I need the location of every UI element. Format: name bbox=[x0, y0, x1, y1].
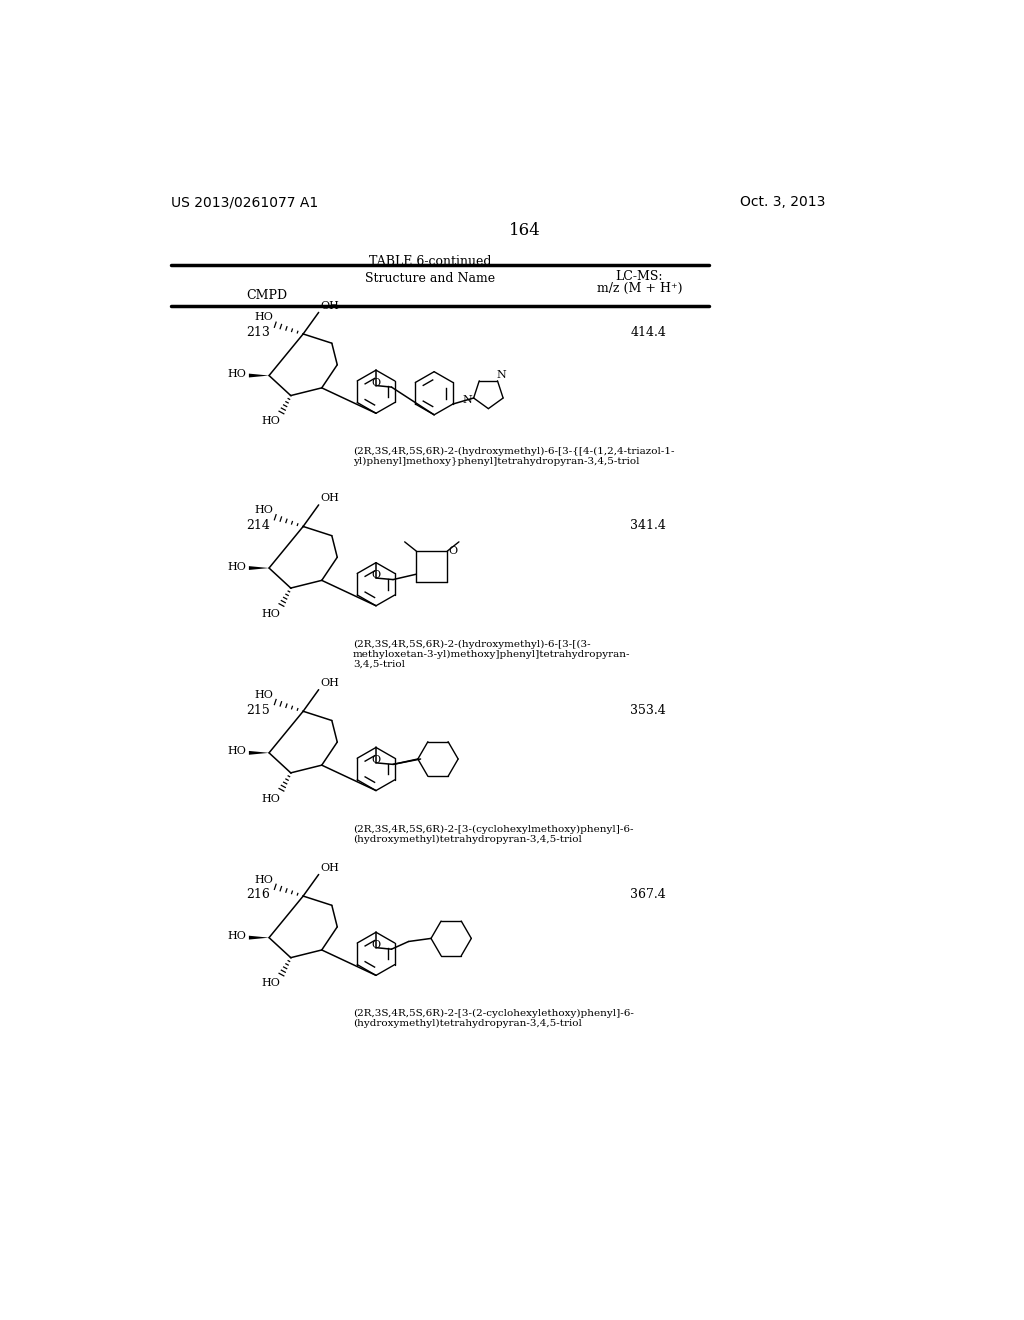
Text: 214: 214 bbox=[246, 519, 269, 532]
Polygon shape bbox=[249, 374, 269, 378]
Text: 213: 213 bbox=[246, 326, 269, 339]
Text: HO: HO bbox=[255, 690, 273, 700]
Text: HO: HO bbox=[255, 875, 273, 884]
Text: HO: HO bbox=[261, 609, 280, 619]
Text: m/z (M + H⁺): m/z (M + H⁺) bbox=[597, 281, 682, 294]
Text: (2R,3S,4R,5S,6R)-2-[3-(cyclohexylmethoxy)phenyl]-6-: (2R,3S,4R,5S,6R)-2-[3-(cyclohexylmethoxy… bbox=[352, 825, 633, 833]
Text: TABLE 6-continued: TABLE 6-continued bbox=[369, 255, 492, 268]
Text: (hydroxymethyl)tetrahydropyran-3,4,5-triol: (hydroxymethyl)tetrahydropyran-3,4,5-tri… bbox=[352, 1019, 582, 1028]
Text: Oct. 3, 2013: Oct. 3, 2013 bbox=[740, 195, 825, 210]
Text: 164: 164 bbox=[509, 222, 541, 239]
Text: (2R,3S,4R,5S,6R)-2-(hydroxymethyl)-6-[3-{[4-(1,2,4-triazol-1-: (2R,3S,4R,5S,6R)-2-(hydroxymethyl)-6-[3-… bbox=[352, 447, 674, 457]
Text: O: O bbox=[372, 940, 381, 950]
Text: HO: HO bbox=[227, 370, 247, 379]
Text: HO: HO bbox=[227, 931, 247, 941]
Text: 216: 216 bbox=[246, 888, 269, 902]
Text: 367.4: 367.4 bbox=[630, 888, 666, 902]
Text: Structure and Name: Structure and Name bbox=[366, 272, 496, 285]
Polygon shape bbox=[249, 936, 269, 940]
Text: (hydroxymethyl)tetrahydropyran-3,4,5-triol: (hydroxymethyl)tetrahydropyran-3,4,5-tri… bbox=[352, 834, 582, 843]
Text: HO: HO bbox=[261, 416, 280, 426]
Text: (2R,3S,4R,5S,6R)-2-(hydroxymethyl)-6-[3-[(3-: (2R,3S,4R,5S,6R)-2-(hydroxymethyl)-6-[3-… bbox=[352, 640, 591, 648]
Text: HO: HO bbox=[261, 793, 280, 804]
Text: N: N bbox=[462, 395, 472, 405]
Text: OH: OH bbox=[321, 678, 339, 688]
Text: O: O bbox=[372, 570, 381, 581]
Text: methyloxetan-3-yl)methoxy]phenyl]tetrahydropyran-: methyloxetan-3-yl)methoxy]phenyl]tetrahy… bbox=[352, 649, 630, 659]
Text: N: N bbox=[497, 370, 507, 380]
Text: HO: HO bbox=[227, 746, 247, 756]
Text: HO: HO bbox=[255, 313, 273, 322]
Text: O: O bbox=[372, 755, 381, 766]
Text: O: O bbox=[372, 378, 381, 388]
Text: (2R,3S,4R,5S,6R)-2-[3-(2-cyclohexylethoxy)phenyl]-6-: (2R,3S,4R,5S,6R)-2-[3-(2-cyclohexylethox… bbox=[352, 1010, 634, 1018]
Text: 353.4: 353.4 bbox=[630, 704, 666, 717]
Text: CMPD: CMPD bbox=[246, 289, 287, 301]
Text: US 2013/0261077 A1: US 2013/0261077 A1 bbox=[171, 195, 317, 210]
Text: OH: OH bbox=[321, 863, 339, 873]
Text: HO: HO bbox=[227, 561, 247, 572]
Text: 341.4: 341.4 bbox=[630, 519, 666, 532]
Text: 414.4: 414.4 bbox=[630, 326, 666, 339]
Text: HO: HO bbox=[255, 506, 273, 515]
Text: OH: OH bbox=[321, 301, 339, 312]
Text: 215: 215 bbox=[246, 704, 269, 717]
Text: O: O bbox=[449, 546, 458, 556]
Polygon shape bbox=[249, 751, 269, 755]
Text: LC-MS:: LC-MS: bbox=[615, 271, 664, 282]
Text: yl)phenyl]methoxy}phenyl]tetrahydropyran-3,4,5-triol: yl)phenyl]methoxy}phenyl]tetrahydropyran… bbox=[352, 457, 639, 466]
Text: 3,4,5-triol: 3,4,5-triol bbox=[352, 660, 404, 669]
Text: HO: HO bbox=[261, 978, 280, 989]
Polygon shape bbox=[249, 566, 269, 570]
Text: OH: OH bbox=[321, 494, 339, 503]
